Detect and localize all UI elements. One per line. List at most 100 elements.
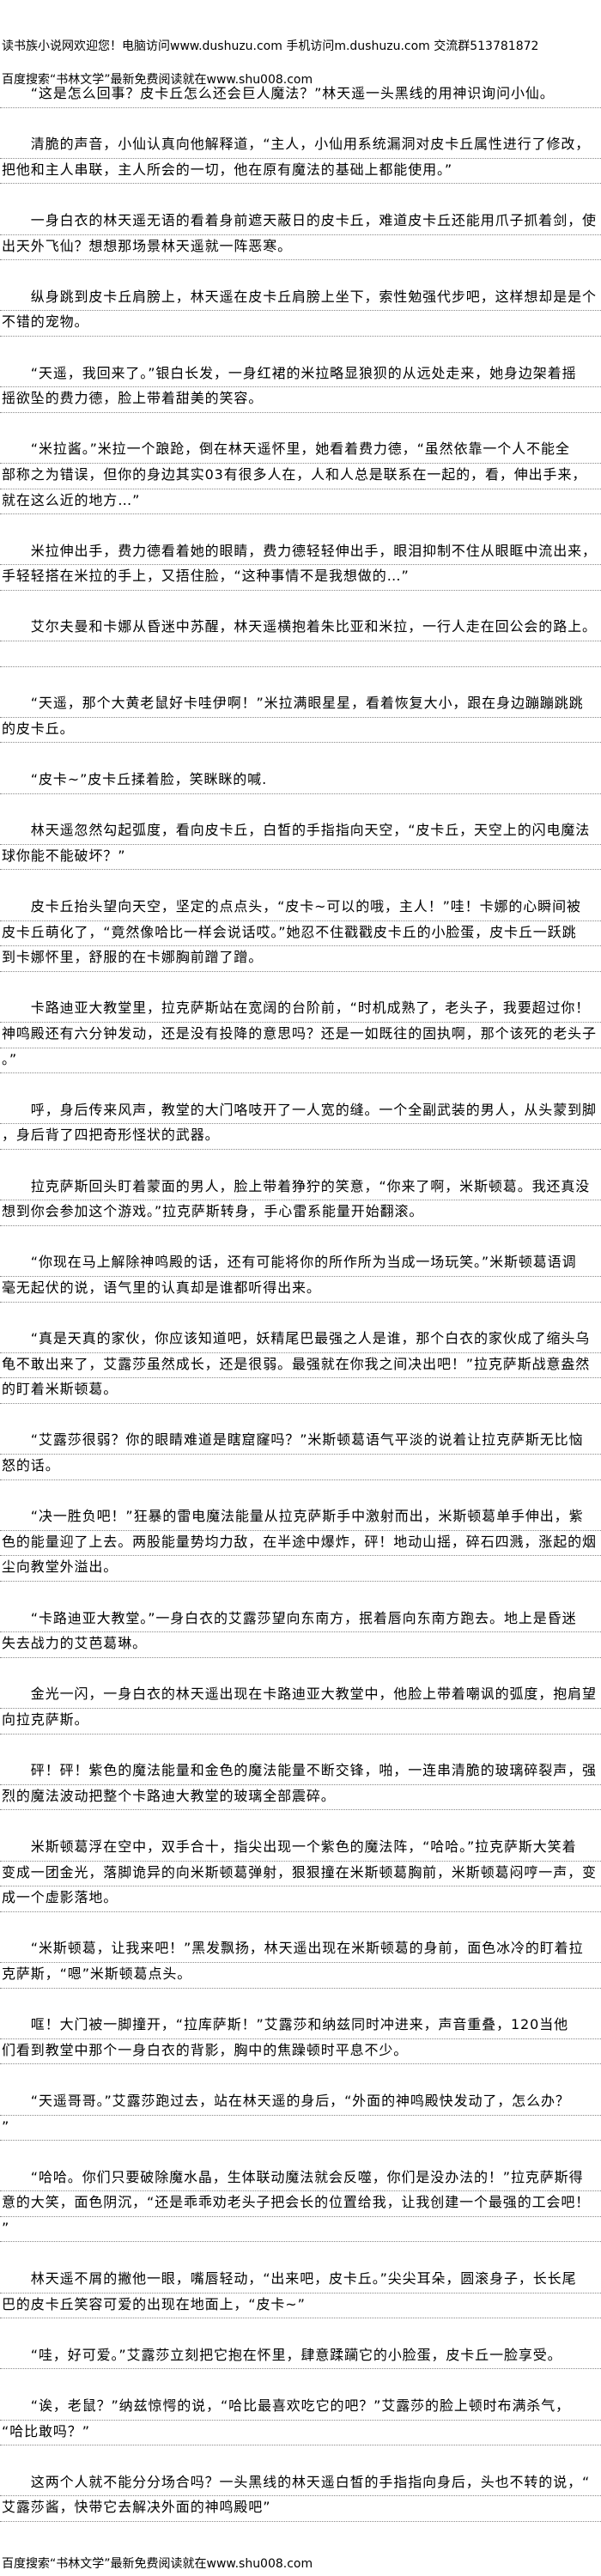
text-line: 林天遥不屑的撇他一眼，嘴唇轻动，“出来吧，皮卡丘。”尖尖耳朵，圆滚身子，长长尾 — [0, 2268, 601, 2293]
text-line: 部称之为错误，但你的身边其实03有很多人在，人和人总是联系在一起的，看，伸出手来… — [0, 464, 601, 489]
text-line: “天遥，我回来了。”银白长发，一身红裙的米拉略显狼狈的从远处走来，她身边架着摇 — [0, 362, 601, 388]
text-line: “诶，老鼠？”纳兹惊愕的说，“哈比最喜欢吃它的吧？”艾露莎的脸上顿时布满杀气， — [0, 2395, 601, 2421]
text-line: 拉克萨斯回头盯着蒙面的男人，脸上带着狰狞的笑意，“你来了啊，米斯顿葛。我还真没 — [0, 1176, 601, 1201]
paragraph: “米斯顿葛，让我来吧！”黑发飘扬，林天遥出现在米斯顿葛的身前，面色冰冷的盯着拉克… — [0, 1937, 601, 1989]
paragraph: “米拉酱。”米拉一个踉跄，倒在林天遥怀里，她看着费力德，“虽然依靠一个人不能全部… — [0, 438, 601, 515]
paragraph: 卡路迪亚大教堂里，拉克萨斯站在宽阔的台阶前，“时机成熟了，老头子，我要超过你！神… — [0, 997, 601, 1074]
text-line: 变成一团金光，落脚诡异的向米斯顿葛弹射，狠狠撞在米斯顿葛胸前，米斯顿葛闷哼一声，… — [0, 1862, 601, 1887]
paragraph: “天遥哥哥。”艾露莎跑过去，站在林天遥的身后，“外面的神鸣殿快发动了，怎么办？” — [0, 2090, 601, 2142]
text-line: 米拉伸出手，费力德看着她的眼睛，费力德轻轻伸出手，眼泪抑制不住从眼眶中流出来， — [0, 540, 601, 566]
text-line: “真是天真的家伙，你应该知道吧，妖精尾巴最强之人是谁，那个白衣的家伙成了缩头乌 — [0, 1327, 601, 1353]
paragraph: 林天遥不屑的撇他一眼，嘴唇轻动，“出来吧，皮卡丘。”尖尖耳朵，圆滚身子，长长尾巴… — [0, 2268, 601, 2319]
text-line: 皮卡丘萌化了，“竟然像哈比一样会说话哎。”她忍不住戳戳皮卡丘的小脸蛋，皮卡丘一跃… — [0, 921, 601, 947]
text-line: “天遥哥哥。”艾露莎跑过去，站在林天遥的身后，“外面的神鸣殿快发动了，怎么办？ — [0, 2090, 601, 2116]
text-line: “天遥，那个大黄老鼠好卡哇伊啊！”米拉满眼星星，看着恢复大小，跟在身边蹦蹦跳跳 — [0, 692, 601, 718]
paragraph: “哈哈。你们只要破除魔水晶，生体联动魔法就会反噬，你们是没办法的！”拉克萨斯得意… — [0, 2166, 601, 2243]
text-line: 神鸣殿还有六分钟发动，还是没有投降的意思吗？还是一如既往的固执啊，那个该死的老头… — [0, 1023, 601, 1048]
text-line: “皮卡~”皮卡丘揉着脸，笑眯眯的喊. — [0, 769, 601, 794]
paragraph: 一身白衣的林天遥无语的看着身前遮天蔽日的皮卡丘，难道皮卡丘还能用爪子抓着剑，使出… — [0, 210, 601, 261]
paragraph: “卡路迪亚大教堂。”一身白衣的艾露莎望向东南方，抿着唇向东南方跑去。地上是昏迷失… — [0, 1607, 601, 1658]
text-line: 皮卡丘抬头望向天空，坚定的点点头，“皮卡~可以的哦，主人！”哇！卡娜的心瞬间被 — [0, 896, 601, 921]
paragraph: “皮卡~”皮卡丘揉着脸，笑眯眯的喊. — [0, 769, 601, 794]
text-line: “哈比敢吗？” — [0, 2421, 601, 2446]
text-line: 米斯顿葛浮在空中，双手合十，指尖出现一个紫色的魔法阵，“哈哈。”拉克萨斯大笑着 — [0, 1836, 601, 1862]
text-line: 卡路迪亚大教堂里，拉克萨斯站在宽阔的台阶前，“时机成熟了，老头子，我要超过你！ — [0, 997, 601, 1023]
text-line: “米拉酱。”米拉一个踉跄，倒在林天遥怀里，她看着费力德，“虽然依靠一个人不能全 — [0, 438, 601, 464]
text-line: “这是怎么回事？皮卡丘怎么还会巨人魔法？”林天遥一头黑线的用神识询问小仙。 — [0, 82, 601, 108]
text-line: 球你能不能破坏？” — [0, 845, 601, 871]
text-line: 这两个人就不能分分场合吗？一头黑线的林天遥白皙的手指指向身后，头也不转的说，“ — [0, 2471, 601, 2497]
paragraph: “天遥，我回来了。”银白长发，一身红裙的米拉略显狼狈的从远处走来，她身边架着摇摇… — [0, 362, 601, 413]
text-line: 把他和主人串联，主人所会的一切，他在原有魔法的基础上都能使用。” — [0, 159, 601, 185]
chapter-content: “这是怎么回事？皮卡丘怎么还会巨人魔法？”林天遥一头黑线的用神识询问小仙。 清脆… — [0, 82, 601, 2548]
text-line: 想到你会参加这个游戏。”拉克萨斯转身，手心雷系能量开始翻滚。 — [0, 1200, 601, 1226]
text-line: 。” — [0, 1048, 601, 1074]
text-line: 到卡娜怀里，舒服的在卡娜胸前蹭了蹭。 — [0, 946, 601, 972]
text-line: 毫无起伏的说，语气里的认真却是谁都听得出来。 — [0, 1277, 601, 1303]
paragraph: “决一胜负吧！”狂暴的雷电魔法能量从拉克萨斯手中激射而出，米斯顿葛单手伸出，紫色… — [0, 1505, 601, 1583]
paragraph: “你现在马上解除神鸣殿的话，还有可能将你的所作所为当成一场玩笑。”米斯顿葛语调毫… — [0, 1251, 601, 1303]
text-line: 就在这么近的地方…” — [0, 489, 601, 515]
text-line: 向拉克萨斯。 — [0, 1709, 601, 1735]
text-line: 们看到教堂中那个一身白衣的背影，胸中的焦躁顿时平息不少。 — [0, 2039, 601, 2065]
paragraph: “这是怎么回事？皮卡丘怎么还会巨人魔法？”林天遥一头黑线的用神识询问小仙。 — [0, 82, 601, 108]
text-line: “你现在马上解除神鸣殿的话，还有可能将你的所作所为当成一场玩笑。”米斯顿葛语调 — [0, 1251, 601, 1277]
paragraph: 这两个人就不能分分场合吗？一头黑线的林天遥白皙的手指指向身后，头也不转的说，“ 艾… — [0, 2471, 601, 2522]
paragraph: 艾尔夫曼和卡娜从昏迷中苏醒，林天遥横抱着朱比亚和米拉，一行人走在回公会的路上。 — [0, 616, 601, 667]
text-line: 砰！砰！紫色的魔法能量和金色的魔法能量不断交锋，啪，一连串清脆的玻璃碎裂声，强 — [0, 1759, 601, 1785]
text-line: “哇，好可爱。”艾露莎立刻把它抱在怀里，肆意蹂躏它的小脸蛋，皮卡丘一脸享受。 — [0, 2344, 601, 2370]
text-line: 呼，身后传来风声，教堂的大门咯吱开了一人宽的缝。一个全副武装的男人，从头蒙到脚 — [0, 1099, 601, 1125]
text-line: ” — [0, 2116, 601, 2142]
paragraph: 皮卡丘抬头望向天空，坚定的点点头，“皮卡~可以的哦，主人！”哇！卡娜的心瞬间被皮… — [0, 896, 601, 972]
paragraph: “哇，好可爱。”艾露莎立刻把它抱在怀里，肆意蹂躏它的小脸蛋，皮卡丘一脸享受。 — [0, 2344, 601, 2370]
text-line: 克萨斯，“嗯”米斯顿葛点头。 — [0, 1963, 601, 1989]
paragraph: “天遥，那个大黄老鼠好卡哇伊啊！”米拉满眼星星，看着恢复大小，跟在身边蹦蹦跳跳的… — [0, 692, 601, 744]
text-line: “卡路迪亚大教堂。”一身白衣的艾露莎望向东南方，抿着唇向东南方跑去。地上是昏迷 — [0, 1607, 601, 1633]
paragraph: “艾露莎很弱？你的眼睛难道是瞎窟窿吗？”米斯顿葛语气平淡的说着让拉克萨斯无比恼怒… — [0, 1429, 601, 1480]
text-line: 尘向教堂外溢出。 — [0, 1556, 601, 1583]
footer-search-promo: 百度搜索“书林文学”最新免费阅读就在www.shu008.com — [2, 2557, 313, 2571]
text-line: “艾露莎很弱？你的眼睛难道是瞎窟窿吗？”米斯顿葛语气平淡的说着让拉克萨斯无比恼 — [0, 1429, 601, 1455]
text-line: ，身后背了四把奇形怪状的武器。 — [0, 1124, 601, 1150]
text-line: 林天遥忽然勾起弧度，看向皮卡丘，白皙的手指指向天空，“皮卡丘，天空上的闪电魔法 — [0, 819, 601, 845]
paragraph: 呼，身后传来风声，教堂的大门咯吱开了一人宽的缝。一个全副武装的男人，从头蒙到脚，… — [0, 1099, 601, 1150]
text-line: 龟不敢出来了，艾露莎虽然成长，还是很弱。最强就在你我之间决出吧！”拉克萨斯战意盎… — [0, 1353, 601, 1379]
text-line: 失去战力的艾芭葛琳。 — [0, 1632, 601, 1658]
text-line: 意的大笑，面色阴沉，“还是乖乖劝老头子把会长的位置给我，让我创建一个最强的工会吧… — [0, 2191, 601, 2217]
text-line: 的盯着米斯顿葛。 — [0, 1378, 601, 1404]
text-line: “决一胜负吧！”狂暴的雷电魔法能量从拉克萨斯手中激射而出，米斯顿葛单手伸出，紫 — [0, 1505, 601, 1531]
paragraph: 砰！砰！紫色的魔法能量和金色的魔法能量不断交锋，啪，一连串清脆的玻璃碎裂声，强烈… — [0, 1759, 601, 1811]
text-line: “哈哈。你们只要破除魔水晶，生体联动魔法就会反噬，你们是没办法的！”拉克萨斯得 — [0, 2166, 601, 2192]
text-line: 出天外飞仙？想想那场景林天遥就一阵恶寒。 — [0, 235, 601, 261]
paragraph: 纵身跳到皮卡丘肩膀上，林天遥在皮卡丘肩膀上坐下，索性勉强代步吧，这样想却是是个不… — [0, 286, 601, 337]
paragraph: 米斯顿葛浮在空中，双手合十，指尖出现一个紫色的魔法阵，“哈哈。”拉克萨斯大笑着变… — [0, 1836, 601, 1912]
text-line: 金光一闪，一身白衣的林天遥出现在卡路迪亚大教堂中，他脸上带着嘲讽的弧度，抱肩望 — [0, 1683, 601, 1709]
text-line: 艾露莎酱，快带它去解决外面的神鸣殿吧” — [0, 2496, 601, 2522]
text-line: ” — [0, 2217, 601, 2243]
paragraph: 金光一闪，一身白衣的林天遥出现在卡路迪亚大教堂中，他脸上带着嘲讽的弧度，抱肩望向… — [0, 1683, 601, 1735]
text-line — [0, 641, 601, 667]
text-line: 一身白衣的林天遥无语的看着身前遮天蔽日的皮卡丘，难道皮卡丘还能用爪子抓着剑，使 — [0, 210, 601, 235]
text-line: 摇欲坠的费力德，脸上带着甜美的笑容。 — [0, 387, 601, 413]
text-line: 的皮卡丘。 — [0, 718, 601, 744]
text-line: 烈的魔法波动把整个卡路迪大教堂的玻璃全部震碎。 — [0, 1785, 601, 1811]
paragraph: 林天遥忽然勾起弧度，看向皮卡丘，白皙的手指指向天空，“皮卡丘，天空上的闪电魔法球… — [0, 819, 601, 871]
text-line: 巴的皮卡丘笑容可爱的出现在地面上，“皮卡~” — [0, 2293, 601, 2319]
text-line: “米斯顿葛，让我来吧！”黑发飘扬，林天遥出现在米斯顿葛的身前，面色冰冷的盯着拉 — [0, 1937, 601, 1963]
paragraph: 清脆的声音，小仙认真向他解释道，“主人，小仙用系统漏洞对皮卡丘属性进行了修改，把… — [0, 133, 601, 185]
text-line: 不错的宠物。 — [0, 311, 601, 337]
search-promo-notice: 百度搜索“书林文学”最新免费阅读就在www.shu008.com — [2, 73, 313, 87]
text-line: 艾尔夫曼和卡娜从昏迷中苏醒，林天遥横抱着朱比亚和米拉，一行人走在回公会的路上。 — [0, 616, 601, 642]
text-line: 手轻轻搭在米拉的手上，又捂住脸，“这种事情不是我想做的…” — [0, 565, 601, 591]
text-line: 哐！大门被一脚撞开，“拉库萨斯！”艾露莎和纳兹同时冲进来，声音重叠，120当他 — [0, 2014, 601, 2039]
text-line: 色的能量迎了上去。两股能量势均力敌，在半途中爆炸，砰！地动山摇，碎石四溅，涨起的… — [0, 1531, 601, 1557]
site-welcome-notice: 读书族小说网欢迎您！电脑访问www.dushuzu.com 手机访问m.dush… — [2, 39, 539, 53]
text-line: 成一个虚影落地。 — [0, 1886, 601, 1912]
text-line: 清脆的声音，小仙认真向他解释道，“主人，小仙用系统漏洞对皮卡丘属性进行了修改， — [0, 133, 601, 159]
paragraph: 哐！大门被一脚撞开，“拉库萨斯！”艾露莎和纳兹同时冲进来，声音重叠，120当他们… — [0, 2014, 601, 2065]
paragraph: 拉克萨斯回头盯着蒙面的男人，脸上带着狰狞的笑意，“你来了啊，米斯顿葛。我还真没想… — [0, 1176, 601, 1226]
paragraph: 米拉伸出手，费力德看着她的眼睛，费力德轻轻伸出手，眼泪抑制不住从眼眶中流出来，手… — [0, 540, 601, 591]
text-line: 纵身跳到皮卡丘肩膀上，林天遥在皮卡丘肩膀上坐下，索性勉强代步吧，这样想却是是个 — [0, 286, 601, 312]
paragraph: “诶，老鼠？”纳兹惊愕的说，“哈比最喜欢吃它的吧？”艾露莎的脸上顿时布满杀气， “… — [0, 2395, 601, 2446]
paragraph: “真是天真的家伙，你应该知道吧，妖精尾巴最强之人是谁，那个白衣的家伙成了缩头乌龟… — [0, 1327, 601, 1404]
